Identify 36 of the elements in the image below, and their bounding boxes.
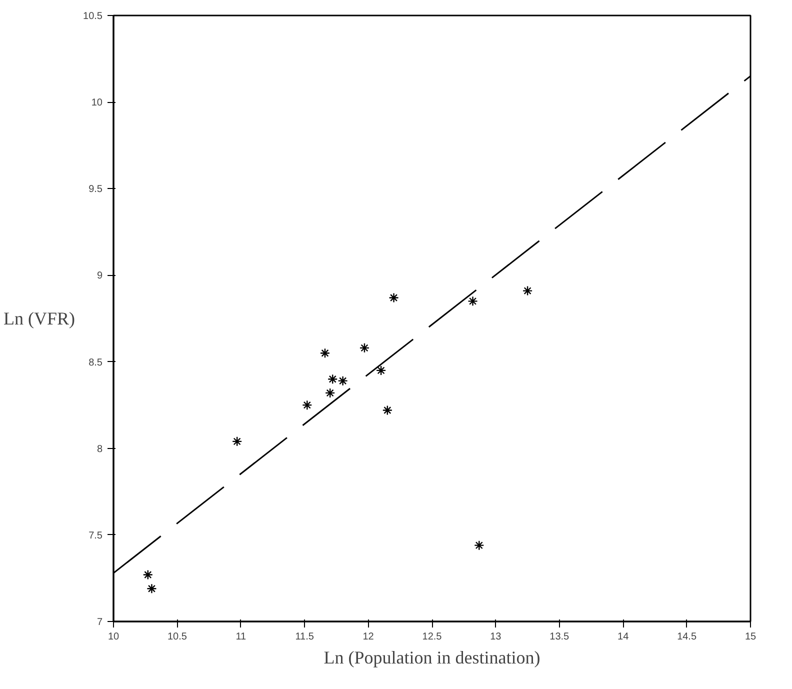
y-tick-label: 9 (96, 270, 103, 282)
x-tick-label: 10.5 (167, 632, 188, 642)
point (142, 570, 153, 580)
x-tick-label: 11 (236, 632, 247, 642)
point (474, 540, 484, 550)
point (388, 292, 399, 303)
x-tick-label: 13 (490, 632, 502, 642)
x-tick-label: 12.5 (422, 632, 442, 642)
point (359, 342, 370, 354)
x-tick-label: 15 (744, 632, 756, 642)
y-axis-title: Ln (VFR) (4, 308, 76, 328)
point (328, 374, 338, 384)
point (468, 296, 478, 306)
y-tick-label: 7 (96, 617, 103, 628)
point (376, 365, 386, 376)
y-tick-label: 10 (91, 98, 103, 109)
y-tick-label: 10.5 (83, 11, 103, 22)
x-tick-label: 11.5 (295, 632, 314, 642)
x-tick-label: 12 (362, 632, 374, 642)
point (146, 584, 157, 594)
x-tick-label: 10 (108, 632, 120, 642)
point (522, 286, 533, 296)
x-tick-label: 13.5 (550, 632, 570, 642)
x-tick-label: 14.5 (677, 632, 697, 642)
x-axis-title: Ln (Population in destination) (324, 648, 540, 668)
point (338, 376, 348, 386)
point (324, 388, 336, 398)
y-tick-label: 8.5 (88, 357, 103, 368)
point (232, 436, 242, 447)
y-tick-label: 7.5 (88, 530, 103, 542)
y-tick-label: 8 (96, 444, 103, 455)
y-tick-label: 9.5 (88, 184, 103, 196)
point (320, 348, 330, 358)
x-tick-label: 14 (618, 632, 630, 642)
point (382, 405, 393, 416)
point (302, 400, 312, 410)
